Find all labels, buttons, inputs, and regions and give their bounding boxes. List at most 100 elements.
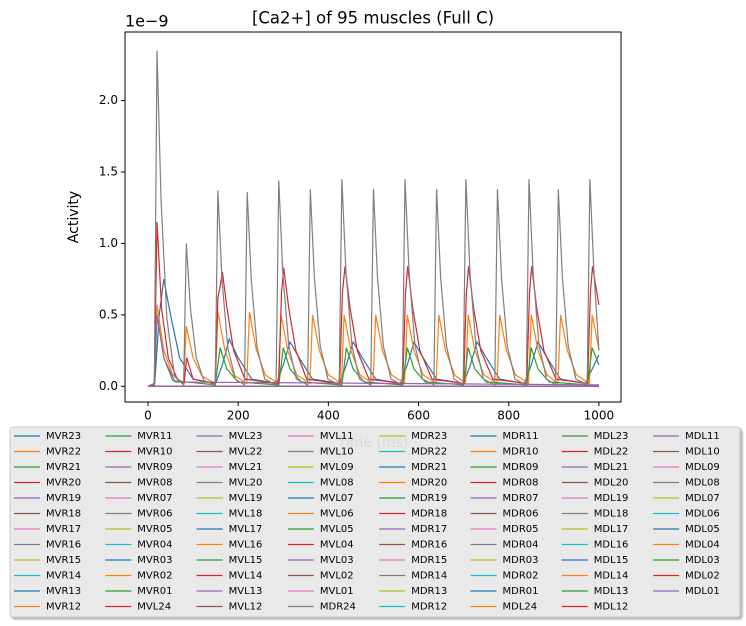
legend-label: MVR09 (137, 462, 172, 473)
legend-label: MDL22 (594, 447, 629, 458)
legend-label: MVR02 (137, 571, 172, 582)
legend-label: MDR06 (503, 509, 539, 520)
legend-label: MDR21 (411, 462, 447, 473)
legend-label: MDR16 (411, 540, 447, 551)
legend-label: MVL21 (229, 462, 263, 473)
legend-label: MDR19 (411, 493, 447, 504)
legend-label: MDR23 (411, 431, 447, 442)
x-tick-label: 400 (317, 409, 340, 423)
legend-label: MDR20 (411, 478, 447, 489)
legend-label: MDR02 (503, 571, 539, 582)
legend-label: MVR07 (137, 493, 172, 504)
legend-label: MVR10 (137, 447, 172, 458)
legend-label: MDL16 (594, 540, 629, 551)
legend-label: MDR10 (503, 447, 539, 458)
legend-label: MDL13 (594, 586, 629, 597)
legend-label: MDR11 (503, 431, 539, 442)
legend-label: MDR12 (411, 602, 447, 613)
legend-label: MDL04 (685, 540, 720, 551)
legend-label: MDR17 (411, 524, 447, 535)
legend-box (9, 426, 741, 618)
chart-title: [Ca2+] of 95 muscles (Full C) (252, 9, 494, 28)
legend-label: MVR11 (137, 431, 172, 442)
legend-label: MVR19 (46, 493, 81, 504)
legend-label: MVR03 (137, 555, 172, 566)
legend-label: MVR14 (46, 571, 81, 582)
legend-label: MDL20 (594, 478, 629, 489)
legend-label: MVR16 (46, 540, 81, 551)
legend-label: MVL03 (320, 555, 354, 566)
legend-label: MVR04 (137, 540, 172, 551)
legend-label: MDL08 (685, 478, 720, 489)
legend-label: MVR17 (46, 524, 81, 535)
legend-label: MVR05 (137, 524, 172, 535)
legend-label: MVL08 (320, 478, 354, 489)
legend-label: MVR15 (46, 555, 81, 566)
legend-label: MDL06 (685, 509, 720, 520)
legend-label: MDL18 (594, 509, 629, 520)
legend-label: MDR13 (411, 586, 447, 597)
legend-label: MVR13 (46, 586, 81, 597)
legend-label: MDR24 (320, 602, 356, 613)
series-line (147, 314, 599, 387)
legend-label: MVL10 (320, 447, 354, 458)
legend-label: MDL23 (594, 431, 629, 442)
legend-label: MDL17 (594, 524, 629, 535)
legend-label: MDR18 (411, 509, 447, 520)
legend-label: MDL19 (594, 493, 629, 504)
legend-label: MDL02 (685, 571, 720, 582)
legend-label: MVR18 (46, 509, 81, 520)
y-tick-label: 0.0 (99, 379, 118, 393)
legend-label: MDL03 (685, 555, 720, 566)
legend-label: MVL07 (320, 493, 354, 504)
y-axis-label: Activity (66, 191, 82, 243)
legend-label: MVR01 (137, 586, 172, 597)
y-tick-label: 1.5 (99, 165, 118, 179)
legend-label: MVR20 (46, 478, 81, 489)
legend-label: MVR06 (137, 509, 172, 520)
x-tick-label: 200 (227, 409, 250, 423)
axes-frame (124, 31, 622, 403)
y-tick-label: 1.0 (99, 236, 118, 250)
legend-label: MVL17 (229, 524, 263, 535)
legend-label: MVL09 (320, 462, 354, 473)
y-tick-label: 0.5 (99, 307, 118, 321)
x-tick-label: 1000 (584, 409, 615, 423)
legend-label: MDR07 (503, 493, 539, 504)
series-line (147, 50, 600, 387)
legend-label: MDL21 (594, 462, 629, 473)
legend-label: MVR12 (46, 602, 81, 613)
legend-label: MVL14 (229, 571, 263, 582)
legend-label: MVL01 (320, 586, 354, 597)
legend-label: MDL11 (685, 431, 720, 442)
y-tick-label: 2.0 (99, 93, 118, 107)
legend-label: MDL09 (685, 462, 720, 473)
legend-label: MDL14 (594, 571, 629, 582)
x-tick-label: 800 (497, 409, 520, 423)
legend-label: MVL06 (320, 509, 354, 520)
legend-label: MDR01 (503, 586, 539, 597)
legend-label: MVL12 (229, 602, 263, 613)
legend-label: MDR14 (411, 571, 447, 582)
legend-label: MVR22 (46, 447, 81, 458)
legend-label: MDR04 (503, 540, 539, 551)
legend-label: MDL15 (594, 555, 629, 566)
legend-label: MVL11 (320, 431, 354, 442)
legend-label: MVL19 (229, 493, 263, 504)
legend-label: MDL05 (685, 524, 720, 535)
legend-label: MDR05 (503, 524, 539, 535)
legend-label: MDR08 (503, 478, 539, 489)
legend-label: MVL16 (229, 540, 263, 551)
legend-label: MVR23 (46, 431, 81, 442)
legend-label: MDR22 (411, 447, 447, 458)
legend-label: MVL23 (229, 431, 263, 442)
legend-label: MDR15 (411, 555, 447, 566)
legend-label: MVL20 (229, 478, 263, 489)
y-offset-label: 1e−9 (125, 12, 169, 31)
legend-label: MVL15 (229, 555, 263, 566)
legend-label: MVL18 (229, 509, 263, 520)
legend-label: MVL22 (229, 447, 263, 458)
legend-label: MVR21 (46, 462, 81, 473)
